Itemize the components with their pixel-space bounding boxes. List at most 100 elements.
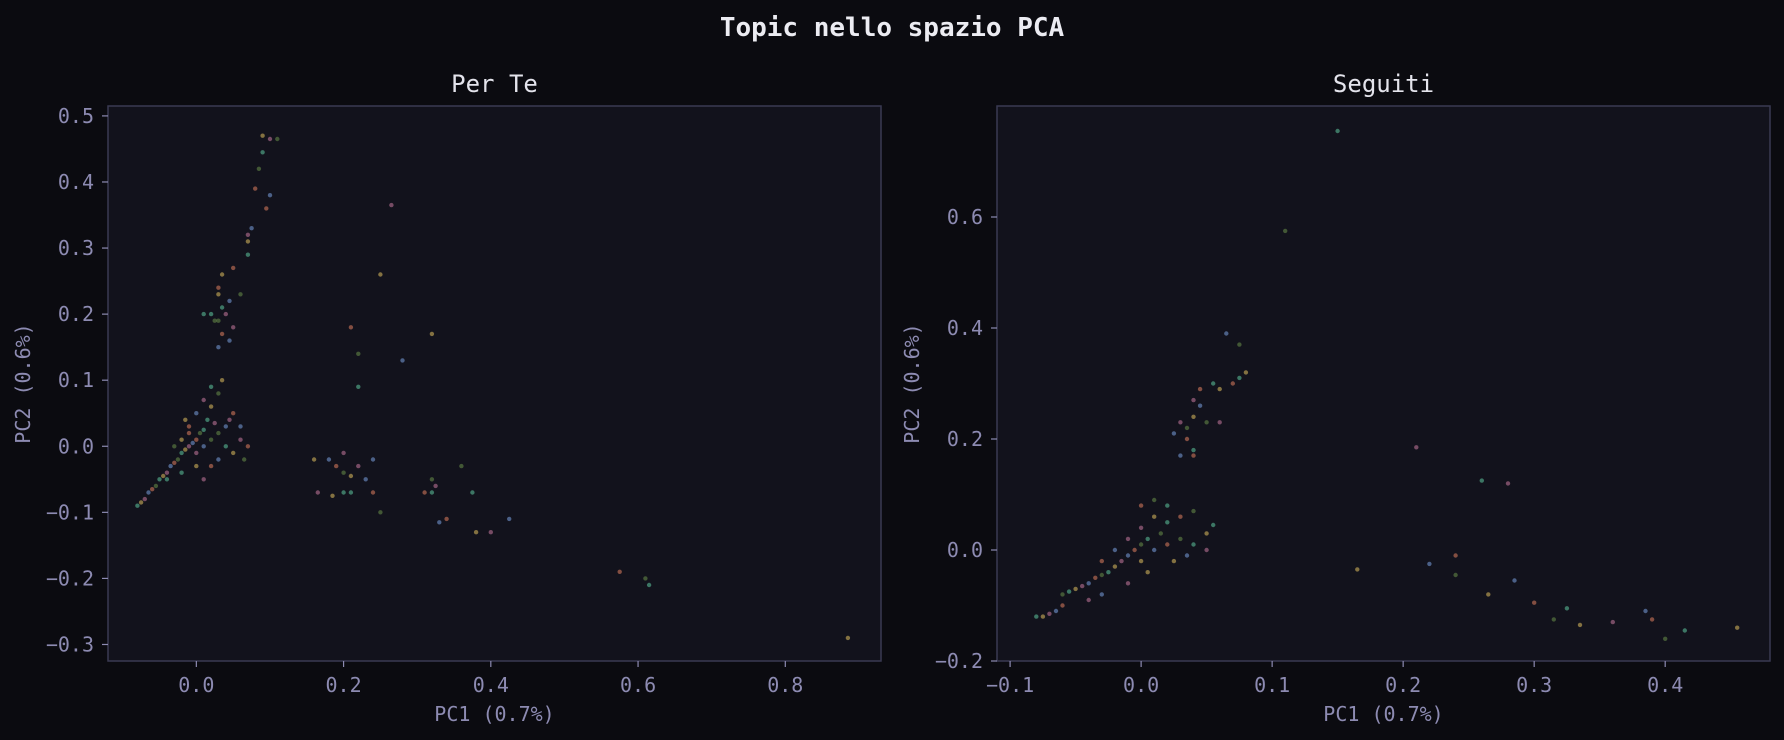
scatter-point-seguiti [1230,381,1236,386]
scatter-point-per-te [378,272,383,277]
scatter-point-seguiti [1099,558,1105,564]
scatter-point-seguiti [1191,447,1196,453]
scatter-point-seguiti [1191,508,1196,514]
scatter-point-seguiti [1204,531,1209,536]
panel-seguiti: Seguiti PC1 (0.7%) PC2 (0.6%) −0.1 0.0 0.1… [900,70,1771,726]
scatter-point-seguiti [1099,592,1105,597]
y-tick-label: 0.2 [58,302,94,326]
scatter-point-per-te [643,576,648,581]
scatter-point-seguiti [1735,625,1740,630]
scatter-point-per-te [168,463,173,469]
scatter-point-per-te [219,378,225,383]
scatter-point-per-te [186,424,192,429]
scatter-point-seguiti [1165,520,1170,525]
scatter-point-seguiti [1532,600,1537,605]
y-tick-label: 0.5 [58,104,94,128]
scatter-point-per-te [227,338,232,343]
scatter-point-per-te [311,457,317,462]
scatter-point-per-te [205,417,210,422]
scatter-point-per-te [186,444,192,449]
scatter-point-per-te [216,318,221,323]
scatter-point-per-te [275,136,280,142]
scatter-point-per-te [231,325,236,330]
scatter-point-seguiti [1178,536,1183,542]
scatter-point-seguiti [1138,542,1144,547]
scatter-point-per-te [208,404,214,409]
scatter-point-seguiti [1486,592,1491,597]
scatter-point-per-te [260,150,265,155]
scatter-point-seguiti [1453,553,1458,558]
scatter-point-per-te [223,444,228,449]
scatter-point-seguiti [1243,370,1249,375]
scatter-point-per-te [507,516,512,522]
scatter-point-seguiti [1191,453,1196,458]
scatter-point-per-te [227,417,232,422]
y-tick-label: −0.2 [935,649,983,673]
x-tick-label: 0.4 [473,673,509,697]
scatter-point-seguiti [1191,414,1196,419]
scatter-point-per-te [216,391,221,396]
scatter-point-per-te [617,569,622,574]
scatter-point-per-te [400,358,405,363]
scatter-point-seguiti [1211,522,1216,528]
scatter-point-per-te [223,424,228,429]
x-tick-label: 0.8 [767,673,803,697]
scatter-point-seguiti [1505,481,1511,486]
x-tick-label: 0.6 [620,673,656,697]
scatter-point-per-te [201,477,206,482]
scatter-point-per-te [164,477,170,482]
scatter-point-per-te [459,463,464,469]
scatter-points-seguiti [1034,128,1740,641]
scatter-point-per-te [183,417,188,422]
scatter-point-seguiti [1178,420,1183,425]
scatter-point-per-te [356,384,361,389]
scatter-point-seguiti [1112,547,1118,553]
y-axis-label-seguiti: PC2 (0.6%) [900,323,924,443]
scatter-point-per-te [422,490,427,495]
scatter-point-per-te [219,272,225,277]
scatter-point-per-te [341,490,346,495]
x-tick-label: 0.3 [1516,673,1552,697]
scatter-point-seguiti [1138,558,1144,564]
scatter-point-per-te [231,411,236,416]
scatter-point-seguiti [1145,570,1150,575]
scatter-point-per-te [326,457,332,462]
scatter-point-per-te [164,470,170,475]
scatter-point-seguiti [1643,608,1648,614]
scatter-point-seguiti [1191,397,1196,403]
scatter-point-per-te [216,292,221,297]
scatter-point-per-te [238,437,243,442]
x-tick-label: 0.4 [1647,673,1683,697]
y-tick-label: 0.4 [947,316,983,340]
scatter-point-per-te [389,202,394,208]
scatter-point-per-te [249,226,254,231]
scatter-point-seguiti [1184,425,1190,431]
x-tick-label: 0.1 [1254,673,1290,697]
scatter-point-seguiti [1086,581,1091,586]
scatter-point-per-te [194,450,199,456]
scatter-point-seguiti [1060,603,1065,608]
scatter-point-per-te [216,285,221,290]
y-axis-label-per-te: PC2 (0.6%) [11,323,35,443]
scatter-point-per-te [231,265,236,271]
x-ticks-seguiti: −0.1 0.0 0.1 0.2 0.3 0.4 [986,661,1683,697]
scatter-point-per-te [315,490,320,495]
scatter-point-seguiti [1034,614,1039,619]
scatter-point-seguiti [1211,381,1216,386]
scatter-point-per-te [231,450,236,456]
scatter-point-per-te [473,530,479,535]
scatter-point-per-te [212,318,217,323]
scatter-point-seguiti [1453,572,1458,578]
scatter-point-seguiti [1066,589,1072,594]
scatter-point-seguiti [1119,558,1124,564]
scatter-point-per-te [370,457,376,462]
scatter-point-seguiti [1197,386,1203,392]
scatter-point-seguiti [1551,617,1557,622]
scatter-point-seguiti [1649,617,1655,622]
scatter-point-per-te [197,430,203,436]
scatter-point-seguiti [1171,431,1177,436]
scatter-point-per-te [429,477,435,482]
scatter-point-seguiti [1237,342,1242,347]
scatter-point-per-te [135,503,140,508]
